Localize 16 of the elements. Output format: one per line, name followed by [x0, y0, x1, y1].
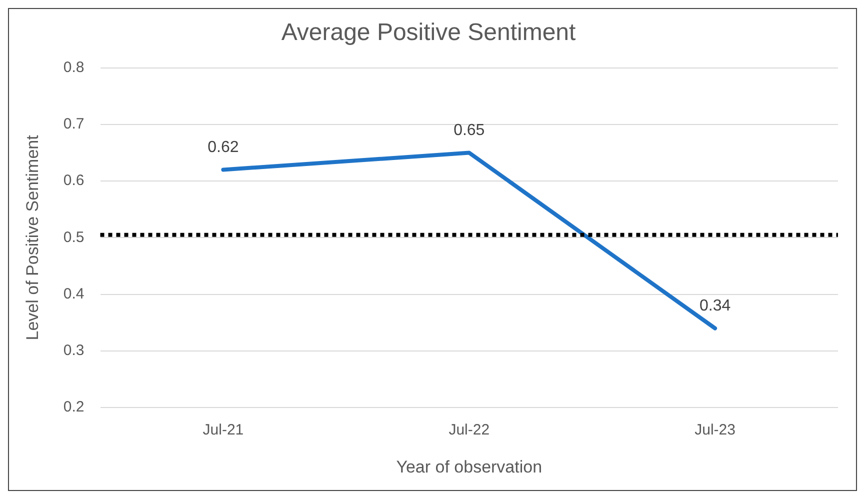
x-axis-title: Year of observation: [396, 457, 542, 476]
y-tick-label: 0.2: [63, 398, 84, 416]
y-tick-label: 0.6: [63, 172, 84, 190]
data-label: 0.34: [699, 298, 731, 315]
y-tick-label: 0.5: [63, 228, 84, 246]
x-tick-label: Jul-22: [448, 422, 490, 439]
data-label: 0.65: [454, 122, 485, 140]
y-axis-title: Level of Positive Sentiment: [22, 134, 42, 340]
y-tick-label: 0.4: [63, 285, 84, 302]
x-tick-label: Jul-23: [694, 422, 736, 439]
y-tick-label: 0.7: [63, 116, 84, 133]
chart-title: Average Positive Sentiment: [281, 19, 576, 46]
x-tick-label: Jul-21: [202, 422, 244, 439]
y-tick-label: 0.8: [63, 58, 84, 76]
data-label: 0.62: [208, 139, 239, 156]
y-tick-label: 0.3: [63, 342, 84, 360]
